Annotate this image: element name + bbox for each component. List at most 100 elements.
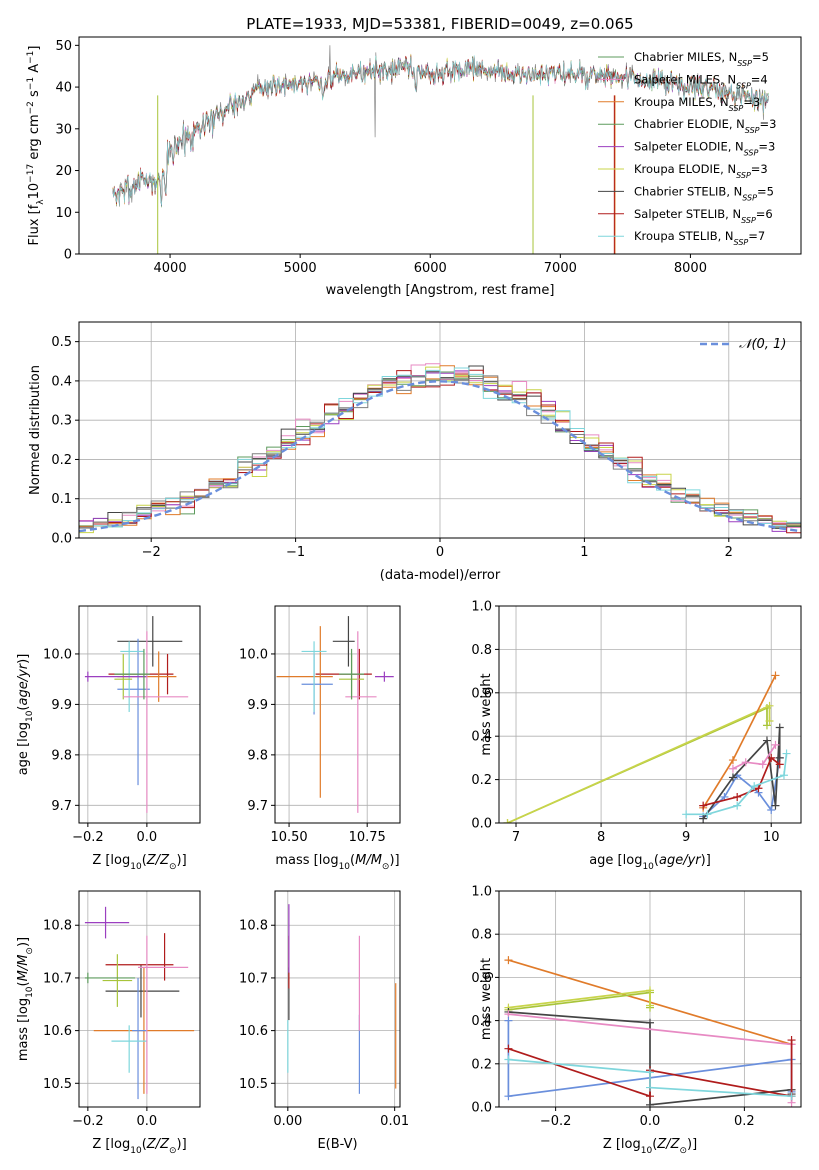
- residuals-xtick-label: 2: [725, 545, 733, 560]
- weight_vs_age-marker-7-1: [703, 810, 712, 819]
- spectrum-frame: [78, 36, 802, 255]
- weight_vs_age-ytick-label: 0.2: [471, 773, 492, 788]
- spectrum-xtick-label: 7000: [544, 261, 577, 276]
- residuals-plot-area: [79, 363, 801, 534]
- age_vs_z-xtick-label: −0.2: [72, 830, 104, 845]
- legend-entry-7: Salpeter STELIB, NSSP=6: [634, 207, 773, 225]
- weight_vs_age-marker-5-2: [754, 784, 763, 793]
- weight_vs_z-marker-2-2: [646, 1001, 654, 1010]
- spectrum-xlabel: wavelength [Angstrom, rest frame]: [326, 283, 555, 298]
- legend-entry-6: Chabrier STELIB, NSSP=5: [634, 184, 774, 202]
- weight_vs_z-marker-6-0: [504, 1044, 513, 1053]
- spectrum-ytick-label: 10: [55, 206, 72, 221]
- spectrum-ytick-label: 30: [55, 122, 72, 137]
- weight_vs_z-ytick-label: 0.0: [471, 1101, 492, 1116]
- age_vs_z-ylabel: age [log10(age/yr)]: [16, 654, 35, 776]
- weight_vs_age-marker-7-4: [779, 771, 788, 780]
- age_vs_mass-frame: [274, 605, 401, 824]
- residuals-ytick-label: 0.1: [51, 492, 72, 507]
- mass_vs_ebv-xtick-label: 0.01: [380, 1114, 409, 1129]
- weight_vs_age-marker-6-1: [741, 758, 750, 767]
- weight_vs_z-series-2: [508, 989, 651, 1009]
- mass_vs_z-frame: [78, 890, 201, 1108]
- legend-entry-0: Chabrier MILES, NSSP=5: [634, 50, 769, 68]
- weight_vs_z-ytick-label: 1.0: [471, 885, 492, 900]
- residuals-ytick-label: 0.4: [51, 374, 72, 389]
- weight_vs_age-marker-1-0: [503, 819, 512, 823]
- weight_vs_age-marker-6-3: [771, 740, 780, 749]
- legend-entry-4: Salpeter ELODIE, NSSP=3: [634, 140, 775, 158]
- mass_vs_z-plot-area: [84, 906, 195, 1100]
- spectrum-legend: Chabrier MILES, NSSP=5 Salpeter MILES, NS…: [598, 50, 776, 247]
- weight_vs_z-marker-0-0: [504, 956, 513, 965]
- residuals-xtick-label: 0: [436, 545, 444, 560]
- age_vs_z-ytick-label: 9.7: [51, 799, 72, 814]
- residuals-ytick-label: 0.0: [51, 532, 72, 547]
- weight_vs_age-series-6: [732, 744, 777, 770]
- mass_vs_z-xlabel: Z [log10(Z/Z⊙)]: [92, 1137, 186, 1156]
- age_vs_z-ytick-label: 9.9: [51, 698, 72, 713]
- mass_vs_ebv-ytick-label: 10.8: [239, 919, 268, 934]
- weight_vs_z-ytick-label: 0.2: [471, 1057, 492, 1072]
- weight_vs_age-marker-4-0: [699, 814, 708, 823]
- legend-entry-2: Kroupa MILES, NSSP=3: [634, 95, 760, 113]
- weight_vs_z-marker-5-0: [504, 1016, 513, 1025]
- legend-entry-1: Salpeter MILES, NSSP=4: [634, 72, 768, 90]
- weight_vs_age-marker-3-4: [767, 805, 776, 814]
- mass_vs_z-xtick-label: −0.2: [72, 1114, 104, 1129]
- weight_vs_age-marker-4-4: [775, 723, 784, 732]
- age_vs_mass-plot-area: [276, 616, 394, 813]
- weight_vs_z-series-1: [508, 991, 651, 1011]
- weight_vs_age-ytick-label: 1.0: [471, 600, 492, 615]
- weight_vs_z-xlabel: Z [log10(Z/Z⊙)]: [603, 1137, 697, 1156]
- weight_vs_age-ytick-label: 0.4: [471, 730, 492, 745]
- weight_vs_age-marker-5-3: [767, 753, 776, 762]
- mass_vs_ebv-ytick-label: 10.6: [239, 1024, 268, 1039]
- age_vs_z-ytick-label: 10.0: [43, 647, 72, 662]
- weight_vs_age-marker-0-2: [762, 721, 771, 730]
- spectrum-ytick-label: 50: [55, 39, 72, 54]
- weight_vs_z-marker-2-1: [646, 986, 654, 995]
- age_vs_mass-ytick-label: 9.9: [247, 698, 268, 713]
- weight_vs_age-marker-2-2: [771, 671, 780, 680]
- spectrum-ytick-label: 20: [55, 164, 72, 179]
- weight_vs_age-ytick-label: 0.6: [471, 686, 492, 701]
- legend-entry-5: Kroupa ELODIE, NSSP=3: [634, 162, 768, 180]
- residuals-ytick-label: 0.5: [51, 335, 72, 350]
- residuals-legend-label: 𝒩(0, 1): [739, 337, 786, 352]
- weight_vs_age-marker-6-0: [728, 764, 737, 773]
- spectrum-xtick-label: 4000: [154, 261, 187, 276]
- age_vs_mass-axes: 10.50 10.75 9.7 9.8 9.9 10.0 mass [log10(M/M⊙)…: [239, 605, 401, 872]
- weight_vs_age-marker-6-2: [758, 760, 767, 769]
- weight_vs_z-marker-3-1: [646, 1018, 654, 1027]
- weight_vs_age-series-4: [702, 727, 781, 820]
- age_vs_mass-ytick-label: 10.0: [239, 647, 268, 662]
- spectrum-xtick-label: 8000: [674, 261, 707, 276]
- weight_vs_age-series-2: [702, 675, 777, 809]
- weight_vs_age-xtick-label: 8: [597, 830, 605, 845]
- mass_vs_z-ytick-label: 10.7: [43, 971, 72, 986]
- weight_vs_age-marker-7-2: [733, 801, 742, 810]
- weight_vs_age-marker-7-0: [682, 810, 691, 819]
- age_vs_mass-xlabel: mass [log10(M/M⊙)]: [275, 853, 399, 872]
- weight_vs_age-marker-1-1: [765, 701, 774, 710]
- weight_vs_age-marker-5-0: [699, 801, 708, 810]
- mass_vs_ebv-frame: [274, 890, 401, 1108]
- weight_vs_age-marker-4-3: [771, 801, 780, 810]
- weight_vs_z-ylabel: mass weight: [479, 958, 494, 1040]
- mass-vs-ebv-xlabel: E(B-V): [317, 1137, 357, 1152]
- weight_vs_age-ylabel: mass weight: [479, 673, 494, 755]
- weight_vs_z-plot-area: [504, 956, 796, 1107]
- weight_vs_z-axes: −0.2 0.0 0.2 0.0 0.2 0.4 0.6 0.8 1.0 Z [log10(Z/Z…: [471, 885, 802, 1156]
- weight_vs_z-marker-7-0: [504, 1055, 513, 1064]
- mass_vs_ebv-xtick-label: 0.00: [273, 1114, 302, 1129]
- spectrum-plot-area: [112, 45, 769, 254]
- residuals-axes: −2 −1 0 1 2 0.0 0.1 0.2 0.3 0.4 0.5 (data-model)/er…: [28, 321, 802, 583]
- weight_vs_z-xtick-label: 0.0: [640, 1114, 661, 1129]
- weight_vs_z-series-7: [508, 1058, 792, 1098]
- mass_vs_z-ytick-label: 10.5: [43, 1077, 72, 1092]
- weight_vs_z-marker-3-2: [646, 1100, 654, 1107]
- weight_vs_age-marker-2-1: [728, 756, 737, 765]
- age_vs_mass-xtick-label: 10.75: [349, 830, 386, 845]
- residuals-xtick-label: −1: [286, 545, 305, 560]
